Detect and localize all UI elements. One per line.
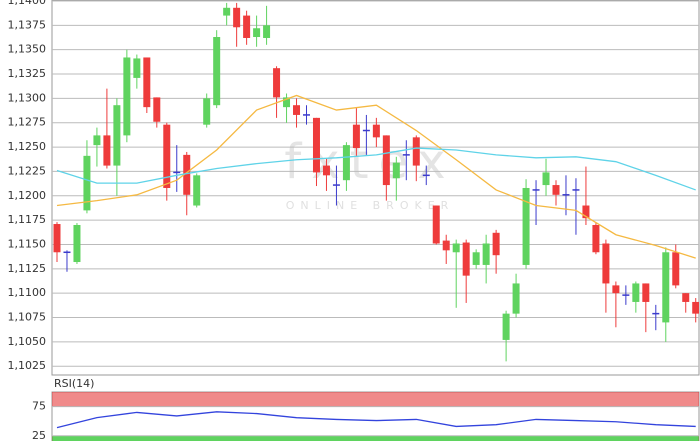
y-tick-label: 25 — [32, 429, 46, 441]
y-tick-label: 1,1250 — [8, 140, 47, 153]
candle-body — [502, 313, 510, 340]
candle-body — [522, 187, 530, 265]
panel — [52, 392, 699, 441]
candle-body — [692, 301, 699, 314]
candle-body — [582, 205, 590, 219]
y-tick-label: 1,1175 — [8, 213, 47, 226]
candle-body — [412, 137, 420, 166]
candle-body — [113, 105, 121, 166]
candle-body — [462, 242, 470, 276]
candle-body — [542, 172, 550, 186]
candle-body — [472, 252, 480, 265]
candle-body — [103, 135, 111, 166]
candle-body — [372, 124, 380, 138]
watermark: fxtex — [284, 134, 455, 190]
candle-body — [452, 243, 460, 253]
candle-body — [682, 293, 690, 302]
candle-body — [243, 15, 251, 38]
line — [56, 411, 696, 429]
candle-body — [223, 7, 231, 16]
candle-body — [512, 283, 520, 314]
candle-body — [352, 124, 360, 149]
y-tick-label: 1,1075 — [8, 311, 47, 324]
candle-body — [143, 57, 151, 108]
candle-body — [293, 105, 301, 115]
candle-body — [492, 232, 500, 256]
candle-body — [672, 252, 680, 286]
y-tick-label: 1,1350 — [8, 43, 47, 56]
candle-body — [432, 205, 440, 244]
candle-body — [442, 240, 450, 251]
candle-body — [193, 175, 201, 206]
candle-body — [253, 28, 261, 38]
candle-body — [213, 37, 221, 106]
candle-body — [53, 224, 61, 253]
candle-body — [392, 162, 400, 179]
candle-body — [83, 155, 91, 211]
candle-body — [133, 58, 141, 78]
candle-body — [662, 252, 670, 323]
candle-body — [382, 135, 390, 186]
y-tick-label: 1,1125 — [8, 262, 47, 275]
band — [52, 392, 699, 407]
candle-body — [203, 98, 211, 125]
candle-body — [592, 225, 600, 253]
candle-body — [632, 283, 640, 302]
y-tick-label: 1,1300 — [8, 91, 47, 104]
y-tick-label: 1,1050 — [8, 335, 47, 348]
band — [52, 435, 699, 441]
y-tick-label: 1,1200 — [8, 189, 47, 202]
candle-body — [73, 225, 81, 263]
candle-body — [153, 97, 161, 122]
y-tick-label: 1,1275 — [8, 116, 47, 129]
candle-body — [312, 117, 320, 173]
y-tick-label: 1,1225 — [8, 164, 47, 177]
y-tick-label: 1,1150 — [8, 237, 47, 250]
candle-body — [342, 145, 350, 181]
candle-body — [183, 154, 191, 195]
panel — [52, 0, 699, 367]
candle-body — [123, 57, 131, 136]
candle-body — [263, 25, 271, 38]
candle-body — [642, 283, 650, 302]
y-tick-label: 1,1400 — [8, 0, 47, 7]
watermark-subtitle: ONLINE BROKER — [286, 199, 455, 212]
candle-body — [322, 165, 330, 176]
candle-body — [283, 97, 291, 108]
line — [56, 94, 696, 259]
y-tick-label: 1,1100 — [8, 286, 47, 299]
plot-area — [51, 0, 700, 376]
candle-body — [163, 124, 171, 188]
rsi-title: RSI(14) — [54, 377, 94, 390]
y-tick-label: 1,1025 — [8, 359, 47, 372]
candle-body — [273, 68, 281, 98]
y-tick-label: 1,1325 — [8, 67, 47, 80]
y-tick-label: 75 — [32, 400, 46, 413]
candle-body — [482, 243, 490, 265]
candle-body — [602, 243, 610, 284]
candle-body — [93, 135, 101, 146]
candle-body — [233, 7, 241, 28]
line — [56, 147, 696, 191]
candle-body — [552, 185, 560, 195]
candle-body — [612, 285, 620, 294]
y-tick-label: 1,1375 — [8, 18, 47, 31]
